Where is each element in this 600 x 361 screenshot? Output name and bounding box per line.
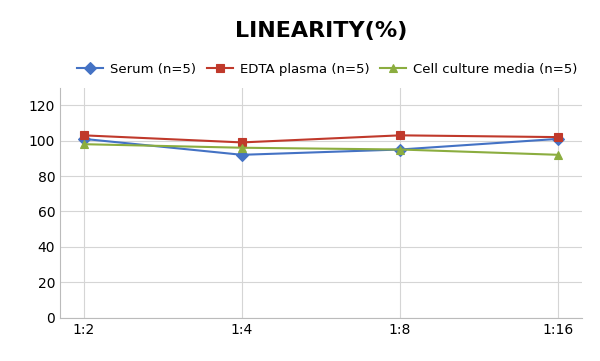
Text: LINEARITY(%): LINEARITY(%) — [235, 21, 407, 41]
Serum (n=5) — [80, 137, 88, 141]
Cell culture media (n=5) — [554, 153, 562, 157]
EDTA plasma (n=5) — [397, 133, 404, 138]
Serum (n=5) — [397, 147, 404, 152]
Legend: Serum (n=5), EDTA plasma (n=5), Cell culture media (n=5): Serum (n=5), EDTA plasma (n=5), Cell cul… — [77, 62, 577, 76]
Cell culture media (n=5) — [80, 142, 88, 146]
Serum (n=5) — [238, 153, 245, 157]
EDTA plasma (n=5) — [554, 135, 562, 139]
EDTA plasma (n=5) — [80, 133, 88, 138]
Line: Serum (n=5): Serum (n=5) — [80, 135, 562, 159]
Cell culture media (n=5) — [397, 147, 404, 152]
Line: Cell culture media (n=5): Cell culture media (n=5) — [80, 140, 562, 159]
Serum (n=5) — [554, 137, 562, 141]
Cell culture media (n=5) — [238, 145, 245, 150]
EDTA plasma (n=5) — [238, 140, 245, 145]
Line: EDTA plasma (n=5): EDTA plasma (n=5) — [80, 131, 562, 147]
